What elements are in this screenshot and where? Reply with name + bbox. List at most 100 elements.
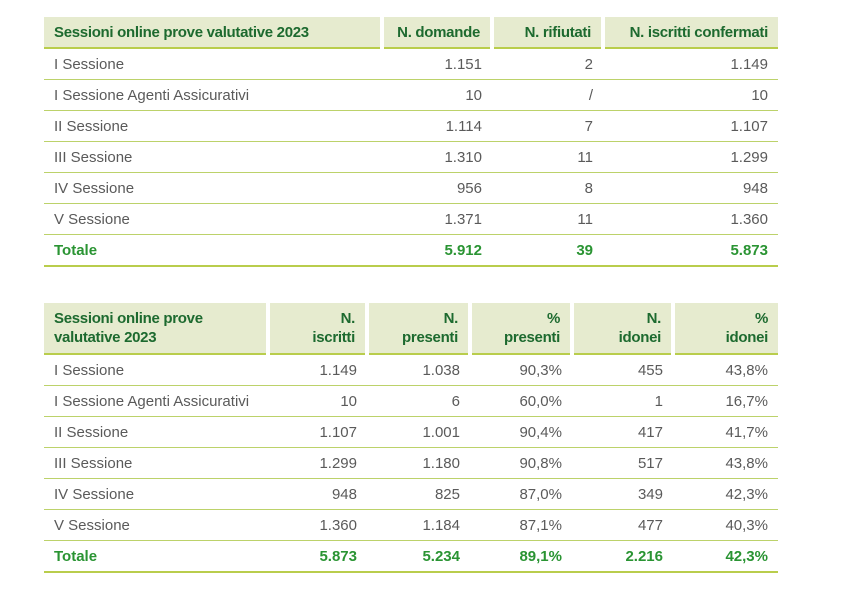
table-cell: 5.234 — [367, 540, 470, 573]
table-cell: 1 — [572, 385, 673, 417]
table-row: I Sessione Agenti Assicurativi 10 6 60,0% 1 1… — [44, 385, 778, 417]
table-cell: 1.360 — [603, 203, 778, 235]
table-cell: IV Sessione — [44, 172, 382, 204]
table-cell: I Sessione Agenti Assicurativi — [44, 385, 268, 417]
header-row: Sessioni online prove valutative 2023 N. … — [44, 17, 778, 49]
table-cell: 455 — [572, 354, 673, 386]
table-cell: 11 — [492, 203, 603, 235]
column-header: Sessioni online prove valutative 2023 — [44, 303, 270, 355]
header-line: Sessioni online prove — [54, 310, 203, 327]
table-cell: 60,0% — [470, 385, 572, 417]
column-header: N. domande — [382, 17, 494, 49]
table-cell: 42,3% — [673, 478, 778, 510]
table-cell: 40,3% — [673, 509, 778, 541]
table-cell: 1.038 — [367, 354, 470, 386]
table-cell: 417 — [572, 416, 673, 448]
table-cell: 7 — [492, 110, 603, 142]
table-cell: V Sessione — [44, 509, 268, 541]
table-cell: 87,1% — [470, 509, 572, 541]
column-header: N. iscritti confermati — [603, 17, 778, 49]
table-cell: 1.151 — [382, 48, 492, 80]
table-cell: 2 — [492, 48, 603, 80]
header-line: N. — [340, 310, 356, 327]
table-cell: Totale — [44, 234, 382, 267]
table-cell: I Sessione Agenti Assicurativi — [44, 79, 382, 111]
table-row: I Sessione 1.149 1.038 90,3% 455 43,8% — [44, 354, 778, 386]
table-cell: 1.180 — [367, 447, 470, 479]
table-cell: Totale — [44, 540, 268, 573]
table-cell: III Sessione — [44, 447, 268, 479]
table-cell: 948 — [268, 478, 367, 510]
table-cell: 5.873 — [268, 540, 367, 573]
table-cell: 10 — [268, 385, 367, 417]
column-header: N. presenti — [367, 303, 472, 355]
domande-table: Sessioni online prove valutative 2023 N. … — [44, 17, 778, 267]
column-header: N. rifiutati — [492, 17, 605, 49]
table-cell: 87,0% — [470, 478, 572, 510]
header-line: valutative 2023 — [54, 329, 157, 346]
table-cell: 948 — [603, 172, 778, 204]
table-cell: III Sessione — [44, 141, 382, 173]
table-cell: 16,7% — [673, 385, 778, 417]
table-row: II Sessione 1.114 7 1.107 — [44, 110, 778, 142]
table-row: I Sessione Agenti Assicurativi 10/10 — [44, 79, 778, 111]
table-cell: 1.001 — [367, 416, 470, 448]
table-cell: 349 — [572, 478, 673, 510]
table-cell: 43,8% — [673, 354, 778, 386]
table-cell: 90,4% — [470, 416, 572, 448]
column-header: N. iscritti — [268, 303, 369, 355]
table-cell: 1.371 — [382, 203, 492, 235]
total-row: Totale 5.873 5.234 89,1% 2.216 42,3% — [44, 540, 778, 573]
table-cell: 477 — [572, 509, 673, 541]
table-cell: 89,1% — [470, 540, 572, 573]
table-cell: 1.299 — [268, 447, 367, 479]
header-line: presenti — [402, 329, 458, 346]
table-cell: 11 — [492, 141, 603, 173]
table-row: V Sessione 1.360 1.184 87,1% 477 40,3% — [44, 509, 778, 541]
table-cell: 1.107 — [268, 416, 367, 448]
table-cell: II Sessione — [44, 110, 382, 142]
header-line: % — [546, 310, 560, 327]
table-cell: 1.310 — [382, 141, 492, 173]
table-cell: 6 — [367, 385, 470, 417]
table-row: III Sessione 1.310 11 1.299 — [44, 141, 778, 173]
table-cell: 1.149 — [603, 48, 778, 80]
table-cell: 90,3% — [470, 354, 572, 386]
column-header: % idonei — [673, 303, 778, 355]
table-cell: 2.216 — [572, 540, 673, 573]
table-cell: I Sessione — [44, 48, 382, 80]
column-header: % presenti — [470, 303, 574, 355]
table-cell: 1.184 — [367, 509, 470, 541]
table-row: IV Sessione 956 8 948 — [44, 172, 778, 204]
column-header: N. idonei — [572, 303, 675, 355]
table-cell: 1.107 — [603, 110, 778, 142]
table-cell: II Sessione — [44, 416, 268, 448]
header-line: N. — [646, 310, 662, 327]
table-row: II Sessione 1.107 1.001 90,4% 417 41,7% — [44, 416, 778, 448]
table-cell: 5.912 — [382, 234, 492, 267]
table-row: IV Sessione 948 825 87,0% 349 42,3% — [44, 478, 778, 510]
table-cell: 1.114 — [382, 110, 492, 142]
table-cell: 39 — [492, 234, 603, 267]
table-cell: 1.299 — [603, 141, 778, 173]
header-line: idonei — [618, 329, 662, 346]
table-row: III Sessione 1.299 1.180 90,8% 517 43,8% — [44, 447, 778, 479]
table-row: I Sessione 1.151 2 1.149 — [44, 48, 778, 80]
header-line: iscritti — [312, 329, 355, 346]
table-cell: 8 — [492, 172, 603, 204]
column-header: Sessioni online prove valutative 2023 — [44, 17, 384, 49]
table-row: V Sessione 1.371 11 1.360 — [44, 203, 778, 235]
header-line: N. — [443, 310, 459, 327]
table-cell: 10 — [382, 79, 492, 111]
table-cell: IV Sessione — [44, 478, 268, 510]
table-cell: 5.873 — [603, 234, 778, 267]
table-cell: 1.360 — [268, 509, 367, 541]
presenti-table: Sessioni online prove valutative 2023 N. is… — [44, 303, 778, 573]
header-line: presenti — [504, 329, 560, 346]
table-cell: 517 — [572, 447, 673, 479]
table-cell: 43,8% — [673, 447, 778, 479]
table-cell: 825 — [367, 478, 470, 510]
table-cell: 10 — [603, 79, 778, 111]
header-line: % — [754, 310, 768, 327]
table-cell: 41,7% — [673, 416, 778, 448]
